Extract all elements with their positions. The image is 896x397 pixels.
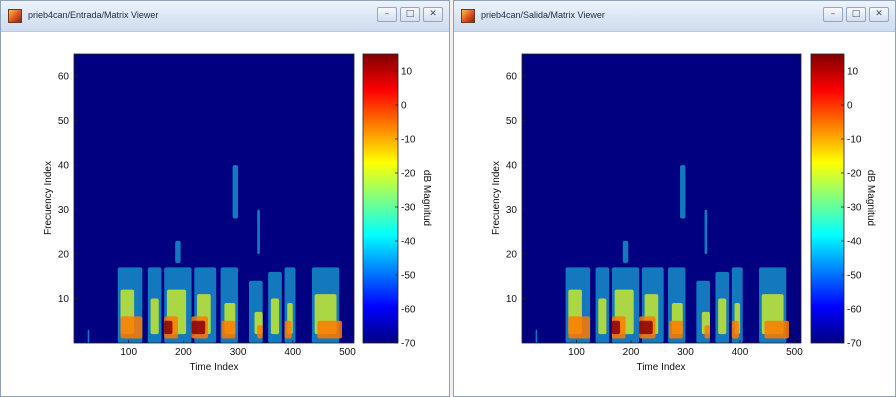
x-tick-label: 300 xyxy=(230,347,247,358)
energy-region xyxy=(164,320,173,335)
maximize-button[interactable]: □ xyxy=(846,7,866,22)
y-tick-label: 10 xyxy=(506,294,518,305)
energy-region xyxy=(622,240,629,263)
energy-region xyxy=(257,209,260,255)
y-tick-label: 40 xyxy=(506,161,518,172)
close-button[interactable]: ✕ xyxy=(423,7,443,22)
window-title: prieb4can/Salida/Matrix Viewer xyxy=(481,10,605,20)
colorbar-tick-label: -70 xyxy=(401,339,416,350)
colorbar-tick-label: -20 xyxy=(401,169,416,180)
x-tick-label: 500 xyxy=(339,347,356,358)
x-tick-label: 100 xyxy=(568,347,585,358)
y-tick-label: 50 xyxy=(506,116,518,127)
energy-region xyxy=(120,316,143,339)
y-tick-label: 30 xyxy=(506,205,518,216)
minimize-button[interactable]: – xyxy=(823,7,843,22)
energy-region xyxy=(191,320,206,335)
energy-region xyxy=(284,320,292,339)
x-tick-label: 400 xyxy=(732,347,749,358)
y-axis-label: Frecuency Index xyxy=(43,161,54,235)
colorbar-tick-label: 0 xyxy=(401,101,407,112)
x-tick-label: 200 xyxy=(175,347,192,358)
energy-region xyxy=(731,320,739,339)
energy-region xyxy=(598,298,607,335)
energy-region xyxy=(568,316,591,339)
energy-region xyxy=(611,320,621,335)
x-tick-label: 500 xyxy=(786,347,803,358)
x-tick-label: 100 xyxy=(120,347,137,358)
energy-region xyxy=(764,320,790,339)
x-tick-label: 300 xyxy=(677,347,694,358)
y-tick-label: 10 xyxy=(58,294,70,305)
colorbar-label: dB Magnitud xyxy=(421,170,432,226)
spectrogram-energy xyxy=(87,165,342,343)
colorbar-tick-label: -50 xyxy=(401,271,416,282)
maximize-button[interactable]: □ xyxy=(400,7,420,22)
x-tick-label: 200 xyxy=(623,347,640,358)
energy-region xyxy=(639,320,653,335)
colorbar-tick-label: -20 xyxy=(847,169,862,180)
colorbar xyxy=(811,54,844,343)
x-axis-label: Time Index xyxy=(636,362,685,373)
energy-region xyxy=(221,320,236,339)
colorbar-tick-label: -30 xyxy=(847,203,862,214)
y-tick-label: 30 xyxy=(58,205,70,216)
x-axis-label: Time Index xyxy=(189,362,238,373)
colorbar-frame xyxy=(362,53,399,344)
energy-region xyxy=(150,298,159,335)
colorbar-tick-label: -30 xyxy=(401,203,416,214)
figure-area: 100 200 300 400 500 10 20 30 40 50 60 Time Index … xyxy=(1,32,449,396)
colorbar-tick-label: 0 xyxy=(847,101,853,112)
colorbar xyxy=(363,54,398,343)
window-title: prieb4can/Entrada/Matrix Viewer xyxy=(28,10,159,20)
matrix-viewer-window-entrada: prieb4can/Entrada/Matrix Viewer – □ ✕ 10… xyxy=(0,0,450,397)
minimize-button[interactable]: – xyxy=(377,7,397,22)
energy-region xyxy=(270,298,280,335)
title-bar[interactable]: prieb4can/Entrada/Matrix Viewer – □ ✕ xyxy=(1,1,449,32)
colorbar-frame xyxy=(810,53,845,344)
colorbar-tick-label: -60 xyxy=(847,305,862,316)
plot-frame xyxy=(73,53,355,344)
energy-region xyxy=(680,165,686,219)
colorbar-tick-label: -10 xyxy=(847,135,862,146)
energy-region xyxy=(87,329,90,343)
figure-area: 100 200 300 400 500 10 20 30 40 50 60 Time Index … xyxy=(454,32,895,396)
colorbar-tick-label: -70 xyxy=(847,339,862,350)
energy-region xyxy=(669,320,683,339)
energy-region xyxy=(704,209,708,255)
y-tick-label: 40 xyxy=(58,161,70,172)
y-tick-label: 60 xyxy=(58,72,70,83)
y-tick-label: 50 xyxy=(58,116,70,127)
colorbar-tick-label: -40 xyxy=(847,237,862,248)
colorbar-tick-label: -60 xyxy=(401,305,416,316)
colorbar-tick-label: -10 xyxy=(401,135,416,146)
spectrogram-energy xyxy=(535,165,790,343)
energy-region xyxy=(718,298,727,335)
colorbar-tick-label: -50 xyxy=(847,271,862,282)
energy-region xyxy=(704,325,710,339)
y-tick-label: 20 xyxy=(58,250,70,261)
colorbar-tick-label: 10 xyxy=(401,67,413,78)
matlab-icon xyxy=(8,9,22,23)
plot-frame xyxy=(521,53,802,344)
close-button[interactable]: ✕ xyxy=(869,7,889,22)
matlab-icon xyxy=(461,9,475,23)
title-bar[interactable]: prieb4can/Salida/Matrix Viewer – □ ✕ xyxy=(454,1,895,32)
x-tick-label: 400 xyxy=(284,347,301,358)
colorbar-tick-label: 10 xyxy=(847,67,859,78)
colorbar-tick-label: -40 xyxy=(401,237,416,248)
energy-region xyxy=(535,329,538,343)
energy-region xyxy=(175,240,181,263)
colorbar-label: dB Magnitud xyxy=(865,170,876,226)
y-axis-label: Frecuency Index xyxy=(491,161,502,235)
y-tick-label: 60 xyxy=(506,72,518,83)
y-tick-label: 20 xyxy=(506,250,518,261)
energy-region xyxy=(257,325,263,339)
energy-region xyxy=(317,320,342,339)
matrix-viewer-window-salida: prieb4can/Salida/Matrix Viewer – □ ✕ 100… xyxy=(453,0,896,397)
energy-region xyxy=(232,165,239,219)
